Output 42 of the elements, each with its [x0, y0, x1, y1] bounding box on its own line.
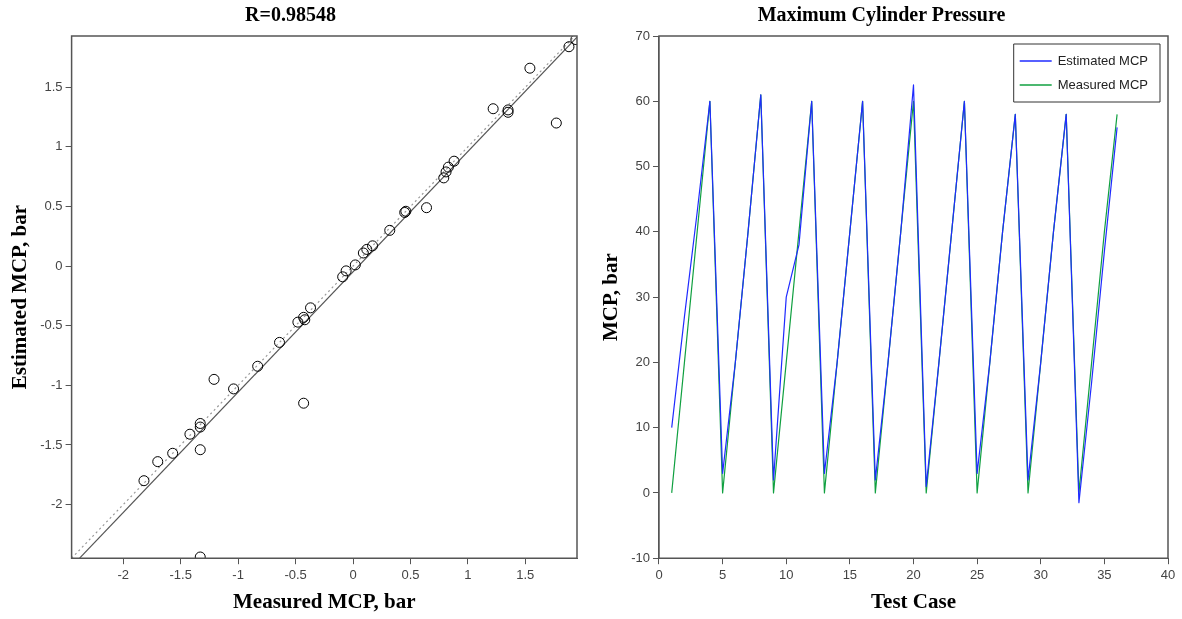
y-tick-label: 70	[635, 27, 650, 43]
chart-title: Maximum Cylinder Pressure	[757, 3, 1006, 27]
y-tick-label: 50	[635, 158, 650, 174]
y-tick-label: 1	[55, 138, 63, 154]
x-tick-label: 25	[969, 566, 985, 582]
x-tick-label: 0	[349, 566, 357, 582]
y-tick-label: -0.5	[40, 317, 63, 333]
x-tick-label: 0	[655, 566, 663, 582]
x-axis-title: Test Case	[871, 588, 956, 613]
x-tick-label: 20	[906, 566, 921, 582]
chart-title: R=0.98548	[245, 3, 336, 26]
y-tick-label: -2	[51, 496, 63, 512]
x-tick-label: 1	[464, 566, 472, 582]
x-tick-label: 15	[842, 566, 858, 582]
y-tick-label: 0.5	[44, 198, 63, 214]
x-axis-title: Measured MCP, bar	[233, 588, 416, 613]
x-tick-label: 40	[1160, 566, 1176, 582]
x-tick-label: 35	[1097, 566, 1112, 582]
y-tick-label: 30	[635, 288, 650, 304]
x-tick-label: -1	[232, 566, 244, 582]
y-tick-label: 20	[635, 353, 650, 369]
x-tick-label: 1.5	[516, 566, 535, 582]
y-tick-label: 60	[635, 92, 650, 108]
y-axis-title: Estimated MCP, bar	[7, 205, 32, 390]
x-tick-label: 5	[719, 566, 727, 582]
y-tick-label: 10	[635, 419, 650, 435]
legend-label: Measured MCP	[1057, 76, 1148, 92]
legend-label: Estimated MCP	[1057, 52, 1148, 68]
y-tick-label: -1.5	[40, 436, 63, 452]
y-tick-label: -1	[51, 376, 63, 392]
y-tick-label: -10	[631, 549, 650, 565]
x-tick-label: -2	[117, 566, 130, 582]
x-tick-label: 0.5	[401, 566, 420, 582]
y-tick-label: 1.5	[44, 78, 63, 94]
x-tick-label: 10	[779, 566, 794, 582]
y-tick-label: 0	[55, 257, 63, 273]
x-tick-label: -1.5	[169, 566, 192, 582]
y-axis-title: MCP, bar	[598, 253, 623, 342]
y-tick-label: 0	[642, 484, 650, 500]
x-tick-label: 30	[1033, 566, 1048, 582]
y-tick-label: 40	[635, 223, 650, 239]
x-tick-label: -0.5	[284, 566, 307, 582]
